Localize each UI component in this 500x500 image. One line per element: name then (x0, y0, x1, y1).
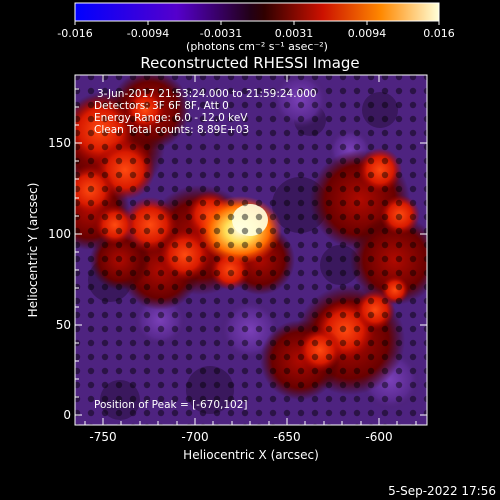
colorbar: -0.016 -0.0094 -0.0031 0.0031 0.0094 0.0… (57, 2, 455, 53)
x-tick-label: -650 (273, 430, 300, 444)
colorbar-tick: -0.016 (57, 27, 92, 40)
x-tick-label: -750 (89, 430, 116, 444)
colorbar-tick: 0.0094 (348, 27, 387, 40)
x-tick-label: -600 (365, 430, 392, 444)
colorbar-tick: 0.0031 (275, 27, 314, 40)
colorbar-tick: -0.0031 (200, 27, 242, 40)
y-tick-label: 100 (48, 227, 71, 241)
y-tick-label: 0 (63, 408, 71, 422)
colorbar-tick: 0.016 (423, 27, 455, 40)
x-axis-label: Heliocentric X (arcsec) (183, 448, 319, 462)
y-tick-label: 50 (56, 318, 71, 332)
observation-info: 3-Jun-2017 21:53:24.000 to 21:59:24.000 … (94, 88, 317, 136)
info-line: Detectors: 3F 6F 8F, Att 0 (94, 100, 229, 112)
y-axis-label: Heliocentric Y (arcsec) (26, 183, 40, 318)
rhessi-image (75, 75, 427, 425)
plot-title: Reconstructed RHESSI Image (140, 54, 359, 72)
peak-position-label: Position of Peak = [-670,102] (94, 399, 248, 411)
info-line: Energy Range: 6.0 - 12.0 keV (94, 112, 248, 124)
y-tick-label: 150 (48, 136, 71, 150)
colorbar-unit-label: (photons cm⁻² s⁻¹ asec⁻²) (186, 40, 328, 53)
info-line: Clean Total counts: 8.89E+03 (94, 124, 249, 136)
footer-date: 5-Sep-2022 17:56 (388, 484, 496, 498)
colorbar-tick: -0.0094 (127, 27, 169, 40)
x-tick-label: -700 (181, 430, 208, 444)
plot-axes: -750 -700 -650 -600 0 50 100 150 (48, 74, 428, 444)
info-line: 3-Jun-2017 21:53:24.000 to 21:59:24.000 (97, 88, 317, 100)
